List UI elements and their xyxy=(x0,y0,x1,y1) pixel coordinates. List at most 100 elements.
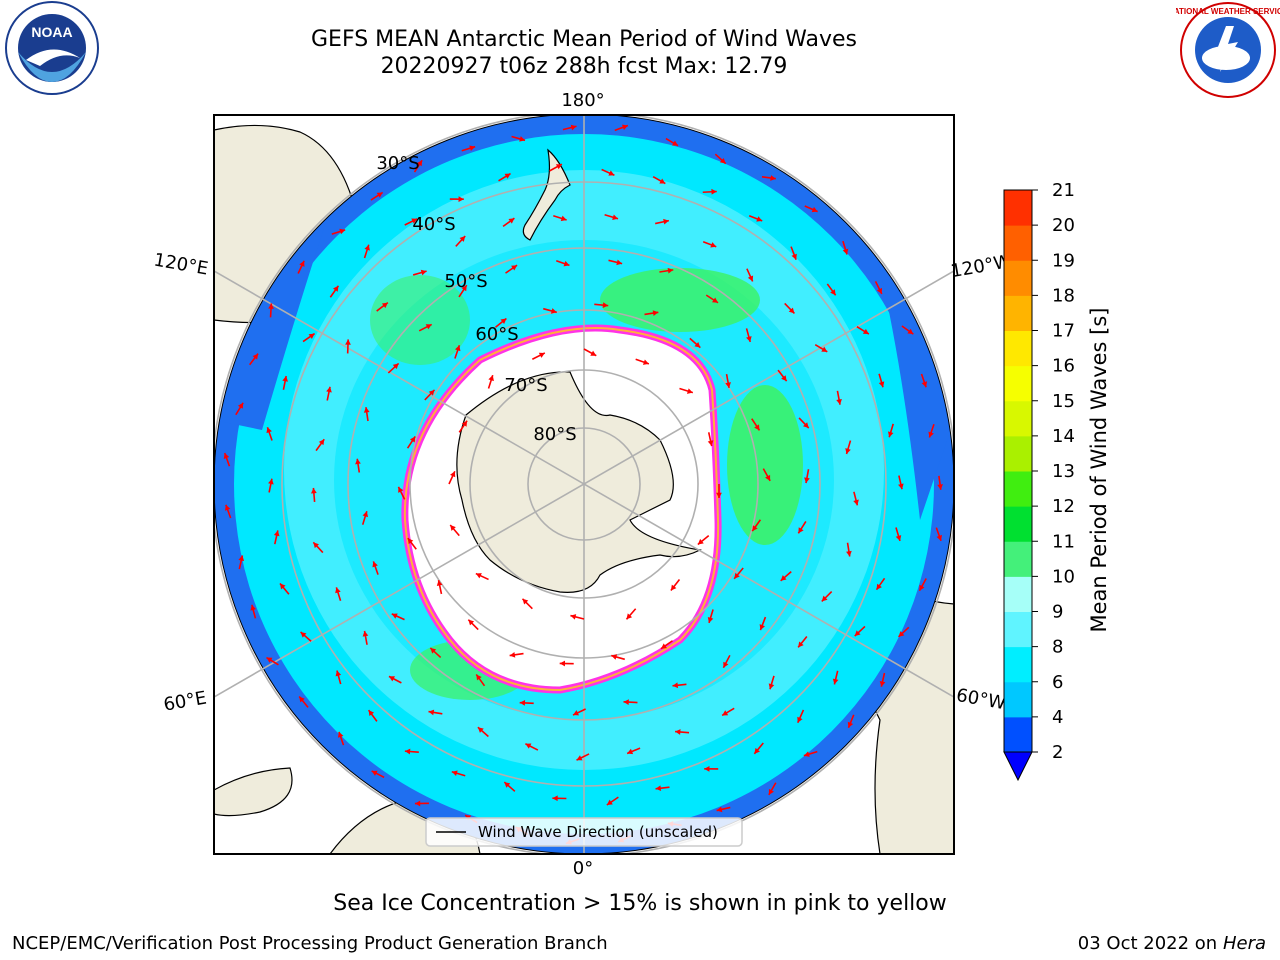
colorbar-segment xyxy=(1004,471,1032,507)
wind-arrow-head xyxy=(538,352,545,358)
wind-arrow-head xyxy=(845,448,851,454)
wind-arrow-head xyxy=(414,800,421,807)
wind-arrow-head xyxy=(525,743,532,749)
wind-arrow-head xyxy=(300,632,307,638)
wind-arrow-head xyxy=(672,140,679,146)
colorbar: 2 4 6 8 9 10 11 12 13 14 15 16 17 18 19 20 21 xyxy=(1003,180,1075,782)
wind-arrow-head xyxy=(623,699,629,705)
wind-arrow-head xyxy=(811,206,818,213)
colorbar-tick-label: 16 xyxy=(1052,356,1075,377)
wind-arrow-head xyxy=(830,289,836,296)
lon-label-bottom: 0° xyxy=(573,858,593,879)
wind-arrow-head xyxy=(450,471,456,478)
wind-arrow-head xyxy=(723,661,729,668)
wind-arrow-head xyxy=(936,534,942,541)
wind-arrow-head xyxy=(655,785,662,792)
wind-arrow-head xyxy=(754,424,760,431)
wind-arrow-head xyxy=(563,260,570,267)
wind-arrow-head xyxy=(337,731,344,738)
wind-arrow-head xyxy=(898,483,904,490)
wind-arrow-head xyxy=(252,353,259,360)
wind-arrow-head xyxy=(798,641,804,648)
wind-arrow-head xyxy=(746,336,752,342)
wind-arrow-head xyxy=(511,265,518,271)
colorbar-tick-label: 20 xyxy=(1052,215,1075,236)
wind-arrow-head xyxy=(416,160,423,167)
colorbar-segment xyxy=(1004,190,1032,226)
wind-arrow-head xyxy=(279,583,286,590)
wind-arrow-head xyxy=(250,604,256,611)
colorbar-extend-arrow xyxy=(1003,751,1033,782)
map-frame xyxy=(213,114,955,855)
wind-arrow-head xyxy=(707,440,714,447)
wind-arrow-head xyxy=(803,422,809,429)
sea-ice-caption: Sea Ice Concentration > 15% is shown in … xyxy=(333,891,947,916)
wind-arrow-head xyxy=(409,436,416,443)
wind-arrow-head xyxy=(780,575,787,581)
colorbar-tick-label: 19 xyxy=(1052,250,1075,271)
wind-arrow-head xyxy=(612,214,619,221)
lon-label-upper-left: 120°E xyxy=(152,249,210,279)
wind-arrow-head xyxy=(519,700,526,706)
wind-arrow-head xyxy=(804,477,810,484)
lat-label-30s: 30°S xyxy=(376,153,419,174)
wind-arrow-head xyxy=(937,484,943,490)
wind-arrow-head xyxy=(821,346,828,352)
wind-arrow-head xyxy=(469,145,476,151)
wind-arrow-head xyxy=(716,806,723,813)
wind-arrow-head xyxy=(887,431,894,438)
wind-arrow-head xyxy=(475,573,482,579)
wind-arrow-head xyxy=(450,524,456,531)
wind-arrow-head xyxy=(311,487,317,494)
lon-label-top: 180° xyxy=(561,90,604,111)
wind-arrow-head xyxy=(570,124,577,131)
wind-arrow-head xyxy=(694,341,701,348)
nws-logo: NATIONAL WEATHER SERVICE xyxy=(1176,2,1280,98)
wind-arrow-head xyxy=(847,721,854,728)
wind-arrow-head xyxy=(573,710,579,716)
wind-arrow-head xyxy=(454,345,461,352)
wind-arrow-head xyxy=(781,375,787,382)
wind-arrow-head xyxy=(878,381,885,388)
wind-arrow-head xyxy=(391,613,398,619)
wind-arrow-head xyxy=(756,216,763,222)
wind-arrow-head xyxy=(621,124,628,131)
wind-arrow-head xyxy=(707,616,714,623)
wind-arrow-head xyxy=(335,670,342,677)
colorbar-segment xyxy=(1004,681,1032,718)
wind-arrow-head xyxy=(853,499,859,506)
wind-arrow-head xyxy=(362,630,369,637)
graticule xyxy=(214,115,954,854)
wind-arrow-head xyxy=(268,303,274,309)
colorbar-segment xyxy=(1004,330,1032,367)
wind-arrow-head xyxy=(770,175,776,181)
wind-arrow-head xyxy=(404,748,411,755)
lat-label-80s: 80°S xyxy=(533,424,576,445)
colorbar-tick-label: 13 xyxy=(1052,461,1075,482)
noaa-logo-text: NOAA xyxy=(31,24,72,40)
footer-credit: NCEP/EMC/Verification Post Processing Pr… xyxy=(12,933,608,954)
wind-arrow-head xyxy=(842,248,849,255)
wind-arrow-head xyxy=(313,542,320,549)
wind-arrow-head xyxy=(504,782,511,788)
wind-arrow-head xyxy=(686,388,693,394)
wind-arrow-head xyxy=(392,363,399,370)
colorbar-tick-label: 12 xyxy=(1052,496,1075,517)
wind-arrow-head xyxy=(560,215,567,222)
chart-title: GEFS MEAN Antarctic Mean Period of Wind … xyxy=(311,27,857,52)
wind-arrow-head xyxy=(919,584,925,591)
colorbar-segment xyxy=(1004,400,1032,437)
ocean-dark-east xyxy=(870,230,954,520)
wind-arrow-head xyxy=(451,770,458,776)
wind-arrow-head xyxy=(712,297,719,303)
wind-arrow-head xyxy=(626,613,633,620)
wind-arrow-head xyxy=(308,333,315,339)
wind-arrow-head xyxy=(898,631,905,637)
colorbar-tick-label: 4 xyxy=(1052,707,1063,728)
wind-arrow-head xyxy=(862,328,869,335)
wind-arrow-head xyxy=(266,427,272,434)
wind-arrow-head xyxy=(326,386,332,393)
wind-arrow-head xyxy=(428,389,435,396)
wind-arrow-head xyxy=(398,486,404,493)
wind-arrow-head xyxy=(550,308,557,314)
